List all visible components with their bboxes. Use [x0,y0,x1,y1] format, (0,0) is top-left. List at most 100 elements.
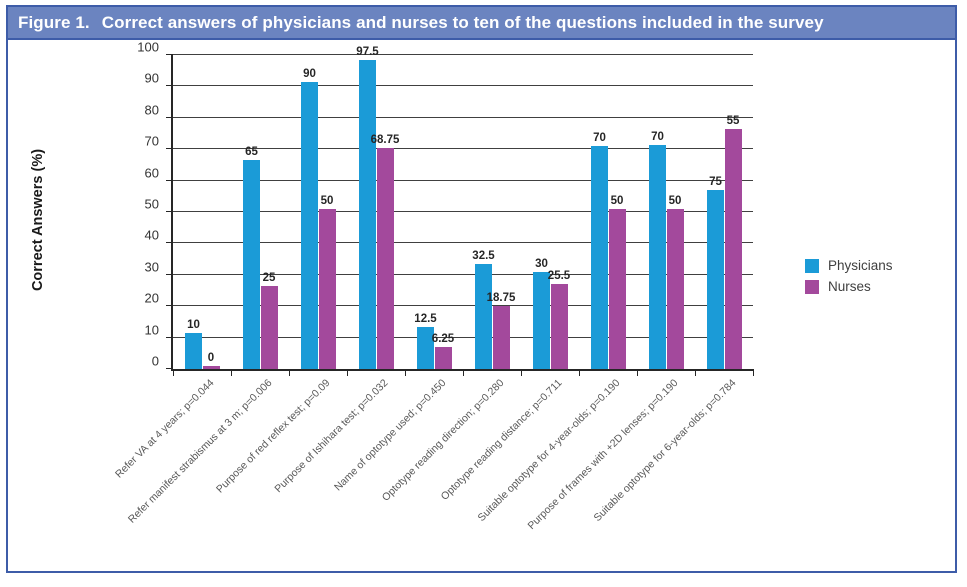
bar-label-physicians-9: 75 [709,176,722,189]
bar-nurses-5 [492,306,510,369]
chart-area: Correct Answers (%) 0 10 20 30 40 50 60 70 80 90 1… [8,40,955,573]
figure-number-label: Figure 1. [18,12,90,32]
bar-physicians-3 [359,60,376,369]
bar-physicians-6 [533,271,550,369]
y-tick-60 [166,179,173,181]
y-tick-50 [166,211,173,212]
gridline-40 [173,242,753,244]
category-label-9: Suitable optotype for 6-year-olds; p=0.7… [591,377,739,524]
category-label-7: Suitable optotype for 4-year-olds; p=0.1… [475,377,623,524]
y-tick-30 [166,273,173,275]
legend-item-nurses: Nurses [805,279,893,294]
bar-label-physicians-0: 10 [187,318,200,331]
x-tick-6 [521,369,522,376]
bar-label-nurses-8: 50 [668,194,682,207]
bar-physicians-7 [591,146,608,369]
bar-nurses-9 [724,128,742,369]
bar-nurses-4 [434,347,452,369]
y-tick-label-90: 90 [144,70,159,86]
y-tick-40 [166,242,173,244]
bar-label-nurses-4: 6.25 [431,333,455,346]
bar-label-nurses-1: 25 [262,271,276,284]
x-tick-3 [347,369,348,376]
bar-label-physicians-1: 65 [245,146,258,159]
bar-label-physicians-7: 70 [593,132,606,145]
y-tick-100 [166,54,173,55]
gridline-90 [173,85,753,87]
legend-label-physicians: Physicians [828,258,893,273]
y-tick-80 [166,116,173,118]
bar-label-nurses-5: 18.75 [486,292,516,305]
x-tick-9 [695,369,696,376]
category-label-3: Purpose of Ishihara test; p=0.032 [272,377,391,496]
bar-label-physicians-4: 12.5 [414,312,437,325]
y-tick-label-10: 10 [144,322,159,338]
y-tick-label-100: 100 [137,39,159,55]
gridline-50 [173,211,753,212]
bar-label-nurses-0: 0 [207,351,215,364]
bar-nurses-8 [666,208,684,369]
x-tick-0 [173,369,174,376]
category-label-1: Refer manifest strabismus at 3 m; p=0.00… [125,377,275,526]
category-label-4: Name of optotype used; p=0.450 [332,377,449,494]
y-axis-title: Correct Answers (%) [30,148,46,292]
y-tick-label-0: 0 [151,353,159,369]
y-tick-label-50: 50 [144,196,159,212]
y-tick-label-30: 30 [144,259,159,275]
gridline-10 [173,336,753,338]
bar-label-nurses-9: 55 [726,114,740,127]
bar-nurses-3 [376,147,394,369]
bar-physicians-2 [301,81,318,369]
bar-nurses-1 [260,285,278,369]
y-tick-label-40: 40 [144,227,159,243]
figure-title-text: Correct answers of physicians and nurses… [101,12,824,32]
gridline-70 [173,148,753,150]
y-tick-0 [166,368,173,369]
bar-label-nurses-6: 25.5 [547,270,571,283]
bar-label-nurses-7: 50 [610,194,624,207]
y-tick-90 [166,85,173,87]
x-tick-2 [289,369,290,376]
y-tick-label-70: 70 [144,133,159,149]
bar-label-nurses-2: 50 [320,194,334,207]
y-tick-70 [166,148,173,150]
gridline-30 [173,273,753,275]
category-label-0: Refer VA at 4 years; p=0.044 [112,377,217,481]
plot-area: 0 10 20 30 40 50 60 70 80 90 100 10 0 65 25 90 50 97.5 68.… [137,40,754,376]
gridline-60 [173,179,753,181]
legend-label-nurses: Nurses [828,279,871,294]
y-tick-20 [166,305,173,307]
bar-physicians-5 [475,263,492,369]
bar-nurses-6 [550,284,568,369]
y-tick-label-80: 80 [144,102,159,118]
gridline-80 [173,116,753,118]
bar-label-physicians-5: 32.5 [472,249,495,262]
gridline-100 [173,54,753,55]
legend-swatch-icon-nurses [805,279,819,294]
x-tick-8 [637,369,638,376]
bar-label-physicians-6: 30 [535,257,548,270]
category-label-2: Purpose of red reflex test; p=0.09 [214,377,333,496]
bar-label-nurses-3: 68.75 [370,133,400,146]
bar-physicians-4 [417,326,434,369]
x-tick-5 [463,369,464,376]
x-tick-7 [579,369,580,376]
bar-physicians-9 [707,190,724,369]
figure-title-bar: Figure 1. Correct answers of physicians … [8,7,955,40]
bar-label-physicians-2: 90 [303,67,316,80]
x-tick-1 [231,369,232,376]
x-tick-10 [753,369,754,376]
legend: Physicians Nurses [805,258,893,294]
legend-item-physicians: Physicians [805,258,893,273]
category-label-8: Purpose of frames with +2D lenses; p=0.1… [525,377,681,532]
bar-label-physicians-3: 97.5 [356,46,379,59]
bar-label-physicians-8: 70 [651,130,664,143]
x-tick-4 [405,369,406,376]
gridline-20 [173,305,753,307]
bar-physicians-1 [243,160,260,369]
category-label-5: Optotype reading direction; p=0.280 [379,377,507,504]
bar-nurses-2 [318,208,336,369]
y-tick-label-60: 60 [144,165,159,181]
y-tick-label-20: 20 [144,290,159,306]
bar-physicians-0 [185,332,202,369]
